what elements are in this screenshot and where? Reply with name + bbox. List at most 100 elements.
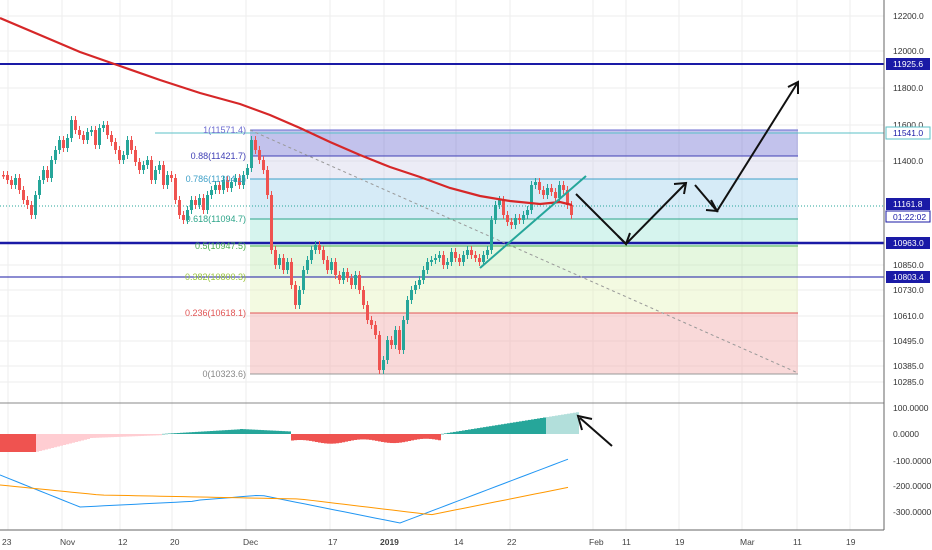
candle-body [470, 250, 473, 255]
histogram-bar [15, 434, 18, 452]
histogram-bar [93, 434, 96, 438]
histogram-bar [168, 433, 171, 435]
histogram-bar [267, 430, 270, 434]
histogram-bar [330, 434, 333, 444]
histogram-bar [297, 434, 300, 441]
histogram-bar [348, 434, 351, 442]
histogram-bar [207, 431, 210, 434]
indicator-tick-label: -300.0000 [893, 507, 932, 517]
candle-body [70, 120, 73, 138]
candle-body [238, 178, 241, 185]
candle-body [246, 168, 249, 175]
candle-body [58, 140, 61, 150]
candle-body [234, 178, 237, 182]
histogram-bar [54, 434, 57, 448]
histogram-bar [213, 430, 216, 434]
histogram-bar [504, 423, 507, 434]
candle-body [274, 250, 277, 265]
candle-body [230, 182, 233, 188]
histogram-bar [219, 430, 222, 434]
candle-body [94, 130, 97, 145]
candle-body [262, 160, 265, 170]
histogram-bar [234, 429, 237, 434]
histogram-bar [444, 433, 447, 434]
histogram-bar [318, 434, 321, 443]
candle-body [430, 260, 433, 262]
price-badge-bg [886, 58, 930, 70]
histogram-bar [231, 429, 234, 434]
histogram-bar [576, 412, 579, 434]
fib-label: 0.236(10618.1) [185, 308, 246, 318]
histogram-bar [411, 434, 414, 441]
indicator-tick-label: 100.0000 [893, 403, 929, 413]
candle-body [494, 205, 497, 220]
histogram-bar [426, 434, 429, 439]
histogram-bar [402, 434, 405, 443]
candle-body [42, 170, 45, 180]
histogram-bar [393, 434, 396, 444]
price-tick-label: 12000.0 [893, 46, 924, 56]
histogram-bar [90, 434, 93, 438]
histogram-bar [306, 434, 309, 441]
candle-body [110, 135, 113, 142]
histogram-bar [111, 434, 114, 438]
candle-body [414, 285, 417, 290]
candle-body [346, 272, 349, 278]
price-tick-label: 10730.0 [893, 285, 924, 295]
histogram-bar [492, 425, 495, 434]
candle-body [442, 255, 445, 265]
candle-body [410, 290, 413, 300]
histogram-bar [549, 416, 552, 434]
histogram-bar [183, 432, 186, 434]
histogram-bar [270, 430, 273, 434]
indicator-histogram [0, 412, 579, 452]
candle-body [18, 178, 21, 190]
price-axis-badges: 11925.6 11541.0 11161.8 10963.0 10803.4 01:22… [885, 58, 931, 283]
histogram-bar [216, 430, 219, 434]
histogram-bar [282, 431, 285, 434]
date-tick-label: 20 [170, 537, 180, 547]
candle-body [98, 128, 101, 145]
histogram-bar [195, 431, 198, 434]
candle-body [322, 250, 325, 260]
histogram-bar [519, 421, 522, 434]
candle-body [406, 300, 409, 320]
histogram-bar [438, 434, 441, 441]
histogram-bar [114, 434, 117, 438]
candle-body [522, 215, 525, 220]
histogram-bar [345, 434, 348, 442]
arrowhead-up-2 [787, 80, 799, 94]
candle-body [318, 245, 321, 250]
histogram-bar [57, 434, 60, 447]
fib-label: 1(11571.4) [203, 125, 246, 135]
date-tick-label: 23 [2, 537, 12, 547]
candle-body [286, 262, 289, 270]
date-tick-label: 12 [118, 537, 128, 547]
histogram-bar [498, 424, 501, 434]
histogram-bar [201, 431, 204, 434]
signal-line [0, 484, 569, 516]
candle-body [150, 160, 153, 180]
histogram-bar [390, 434, 393, 444]
histogram-bar [72, 434, 75, 443]
histogram-bar [243, 429, 246, 434]
date-tick-label: Feb [589, 537, 604, 547]
histogram-bar [489, 426, 492, 434]
candle-body [226, 180, 229, 188]
histogram-bar [561, 414, 564, 434]
price-tick-label: 11400.0 [893, 156, 923, 166]
histogram-bar [36, 434, 39, 452]
histogram-bar [135, 434, 138, 437]
candle-body [206, 195, 209, 210]
arrowhead-down-2 [705, 199, 719, 213]
histogram-bar [237, 429, 240, 434]
histogram-bar [60, 434, 63, 446]
candle-body [82, 135, 85, 140]
histogram-bar [18, 434, 21, 452]
histogram-bar [63, 434, 66, 445]
histogram-bar [453, 431, 456, 434]
candle-body [566, 190, 569, 205]
histogram-bar [156, 434, 159, 436]
histogram-bar [186, 432, 189, 434]
